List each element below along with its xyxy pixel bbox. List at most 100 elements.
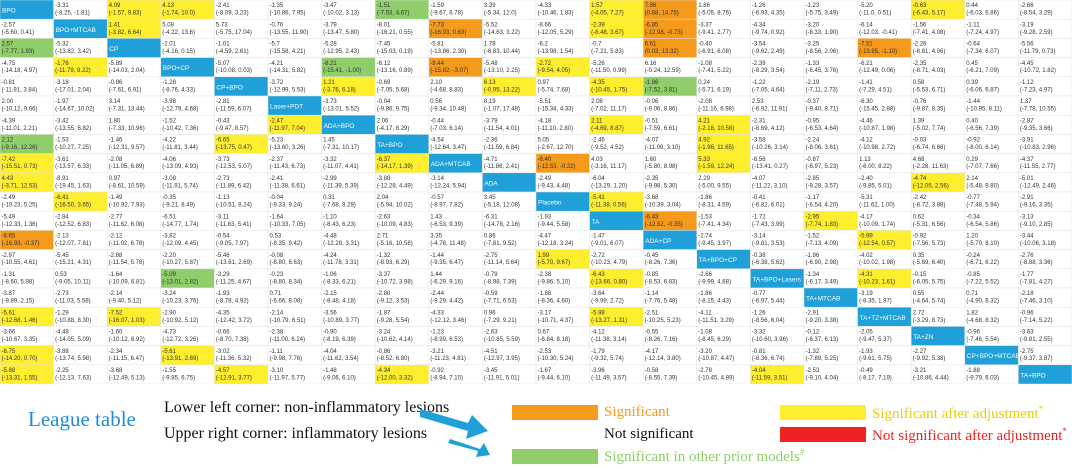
cell-estimate: 0.58 — [913, 80, 925, 86]
cell-estimate: -1.29 — [55, 310, 69, 316]
cell-interval: (-7.68, 8.29) — [323, 203, 356, 209]
cell-interval: (-7.78, 10.55) — [1020, 107, 1056, 113]
cell-estimate: 5.08 — [162, 22, 174, 28]
cell-estimate: -2.46 — [591, 138, 605, 144]
cell-interval: (-4.17, 8.29) — [377, 126, 410, 132]
cell-interval: (-11.91, 5.01) — [484, 375, 520, 381]
cell-estimate: -1.33 — [806, 61, 820, 67]
cell-interval: (-1.96, 11.65) — [698, 145, 734, 151]
cell-interval: (-9.28, 3.57) — [806, 183, 839, 189]
cell-estimate: -4.22 — [162, 138, 176, 144]
cell-interval: (-6.84, 8.18) — [538, 337, 571, 343]
cell-interval: (-7.29, 4.51) — [859, 87, 892, 93]
cell-estimate: -3.20 — [698, 349, 712, 355]
cell-interval: (-8.52, 6.80) — [377, 356, 410, 362]
cell-interval: (-8.93, 6.29) — [377, 260, 410, 266]
cell-interval: (-8.54, 3.29) — [1020, 11, 1053, 17]
cell-interval: (-13.16, 0.89) — [377, 68, 413, 74]
cell-interval: (-5.71, 6.19) — [698, 87, 731, 93]
cell-interval: (-5.75, 17.04) — [216, 30, 252, 36]
cell-interval: (-19.45, 1.63) — [55, 183, 91, 189]
cell-estimate: -2.47 — [270, 118, 284, 124]
cell-estimate: 0.40 — [966, 118, 978, 124]
cell-estimate: -7.51 — [859, 42, 873, 48]
cell-estimate: -2.97 — [2, 253, 16, 259]
lower-left-caption: Lower left corner: non-inflammatory lesi… — [164, 399, 450, 416]
cell-interval: (-6.90, 2.98) — [806, 260, 839, 266]
cell-estimate: -0.59 — [484, 291, 498, 297]
cell-estimate: -5.52 — [484, 22, 498, 28]
cell-estimate: -3.56 — [323, 310, 337, 316]
cell-interval: (-9.43, 4.48) — [538, 183, 571, 189]
cell-interval: (-8.98, 7.39) — [484, 279, 517, 285]
cell-estimate: -1.23 — [806, 3, 820, 9]
cell-estimate: 4.92 — [698, 138, 710, 144]
cell-interval: (-10.62, 4.14) — [377, 337, 413, 343]
cell-estimate: -1.64 — [109, 272, 123, 278]
cell-estimate: -0.76 — [270, 22, 284, 28]
cell-estimate: -5.89 — [109, 61, 123, 67]
cell-interval: (-10.23, 5.25) — [2, 203, 38, 209]
cell-interval: (-12.18, 3.24) — [538, 241, 574, 247]
cell-estimate: -5.01 — [1020, 176, 1034, 182]
cell-estimate: 1.37 — [1020, 99, 1032, 105]
cell-interval: (-8.26, 7.36) — [645, 260, 678, 266]
cell-estimate: -4.17 — [645, 349, 659, 355]
cell-interval: (-10.39, 3.04) — [645, 203, 681, 209]
cell-estimate: -6.30 — [859, 99, 873, 105]
cell-estimate: -3.13 — [1020, 214, 1034, 220]
cell-estimate: 4.13 — [162, 3, 174, 9]
cell-interval: (-6.37, 6.13) — [806, 337, 839, 343]
cell-estimate: -1.11 — [270, 349, 284, 355]
cell-interval: (-6.66, 8.08) — [270, 299, 303, 305]
cell-estimate: -3.47 — [323, 3, 337, 9]
cell-estimate: -4.54 — [430, 138, 444, 144]
cell-estimate: 0.45 — [966, 61, 978, 67]
cell-estimate: -0.44 — [430, 118, 444, 124]
cell-interval: (-14.78, 2.16) — [484, 222, 520, 228]
cell-interval: (-17.01, 2.04) — [55, 87, 91, 93]
cell-estimate: 1.43 — [430, 214, 442, 220]
cell-estimate: -2.75 — [484, 253, 498, 259]
cell-interval: (-10.33, 7.05) — [270, 222, 306, 228]
cell-interval: (-9.45, 3.97) — [698, 241, 731, 247]
cell-estimate: -7.52 — [109, 310, 123, 316]
cell-interval: (-10.12, 6.92) — [109, 337, 145, 343]
cell-estimate: -2.74 — [698, 234, 712, 240]
cell-interval: (-8.70, 7.38) — [216, 337, 249, 343]
cell-estimate: 0.44 — [966, 3, 978, 9]
cell-interval: (-9.37, 3.87) — [1020, 356, 1053, 362]
cell-interval: (-11.97, 7.04) — [270, 126, 306, 132]
cell-estimate: 0.31 — [323, 195, 335, 201]
cell-estimate: 2.71 — [377, 234, 389, 240]
cell-interval: (-4.69, 8.87) — [591, 126, 624, 132]
cell-interval: (-8.48, 3.67) — [591, 30, 624, 36]
cell-interval: (-8.71, 4.03) — [913, 68, 946, 74]
cell-interval: (-12.53, -0.22) — [538, 164, 576, 170]
cell-interval: (-9.06, 6.10) — [323, 375, 356, 381]
cell-interval: (-12.95, 2.43) — [323, 49, 359, 55]
cell-estimate: -1.47 — [591, 234, 605, 240]
cell-estimate: -1.64 — [270, 214, 284, 220]
cell-interval: (-9.35, 6.47) — [430, 260, 463, 266]
cell-interval: (-12.00, 3.32) — [377, 375, 413, 381]
cell-estimate: -2.49 — [2, 195, 16, 201]
cell-estimate: -4.12 — [859, 138, 873, 144]
cell-estimate: -3.08 — [162, 176, 176, 182]
cell-estimate: -1.51 — [377, 3, 391, 9]
cell-interval: (-9.06, 8.86) — [645, 107, 678, 113]
cell-interval: (-12.52, 6.83) — [55, 222, 91, 228]
cell-estimate: -0.34 — [966, 214, 980, 220]
cell-interval: (-9.98, 5.30) — [645, 183, 678, 189]
cell-interval: (-12.14, 3.80) — [645, 356, 681, 362]
cell-estimate: -4.46 — [859, 118, 873, 124]
legend-not-significant-after-adjustment: Not significant after adjustment* — [872, 426, 1067, 444]
cell-interval: (-7.24, 4.97) — [966, 30, 999, 36]
cell-estimate: -0.51 — [645, 118, 659, 124]
cell-interval: (-5.69, 6.40) — [913, 260, 946, 266]
cell-estimate: -3.24 — [377, 330, 391, 336]
cell-interval: (-7.13, 4.09) — [806, 241, 839, 247]
cell-estimate: -2.38 — [270, 330, 284, 336]
cell-interval: (-9.40, 5.12) — [109, 299, 142, 305]
cell-estimate: -6.37 — [377, 157, 391, 163]
